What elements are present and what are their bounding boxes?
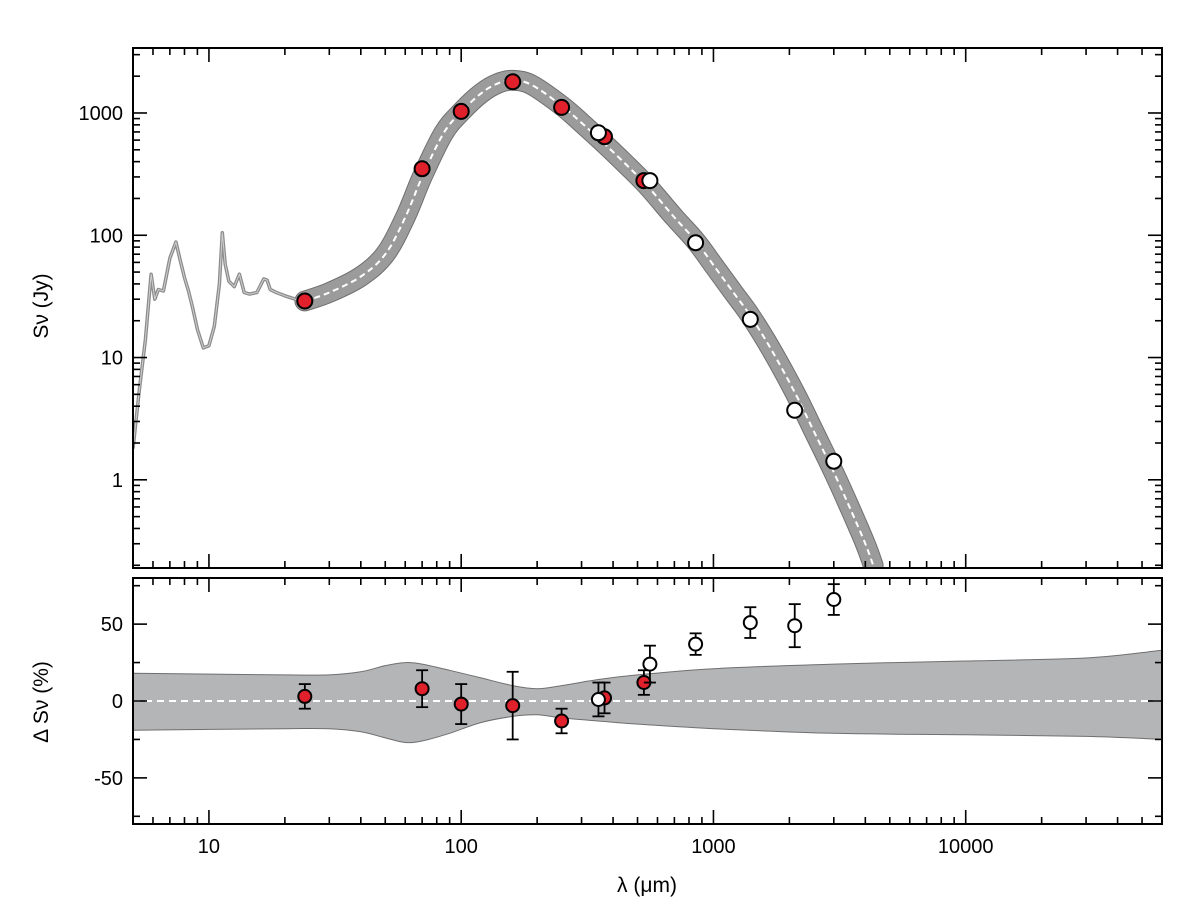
fitted-residual-point [297, 688, 313, 704]
y-tick-label: 0 [112, 691, 123, 713]
unfitted-residual-point [590, 692, 606, 707]
top-y-axis-label: Sν (Jy) [30, 273, 53, 338]
fitted-data-point [413, 160, 431, 178]
fitted-data-point [296, 292, 314, 310]
fitted-residual-point [414, 681, 430, 697]
residual-point-group [297, 683, 313, 710]
fitted-residual-point [453, 696, 469, 712]
unfitted-residual-point [742, 615, 758, 631]
residual-point-group [414, 669, 430, 709]
model-band [295, 70, 883, 568]
y-tick-label: 50 [101, 614, 123, 636]
unfitted-data-point [687, 234, 705, 252]
model-band-layer [294, 69, 884, 568]
fitted-data-point [452, 102, 470, 120]
fitted-residual-point [505, 698, 521, 714]
residual-point-group [742, 606, 758, 639]
residual-point-group [554, 707, 570, 735]
residual-point-group [636, 669, 652, 696]
residual-point-group [826, 583, 842, 616]
pah-spectrum-outer [133, 230, 306, 449]
unfitted-data-point [641, 172, 659, 190]
unfitted-residual-point [642, 656, 658, 672]
residual-point-group [453, 683, 469, 725]
top-points-layer [296, 73, 843, 470]
residual-point-group [590, 681, 606, 718]
x-tick-label: 100 [445, 836, 478, 858]
unfitted-data-point [589, 124, 607, 142]
bottom-axes-layer: 10 100 1000 10000 -50 0 50 [94, 577, 1163, 858]
unfitted-data-point [786, 401, 804, 419]
x-tick-label: 10000 [938, 836, 994, 858]
bottom-y-axis-label: Δ Sν (%) [30, 661, 53, 743]
unfitted-data-point [825, 452, 843, 470]
fitted-data-point [553, 98, 571, 116]
residual-point-group [787, 603, 803, 649]
spectrum-layer [133, 230, 306, 449]
y-tick-label: 10 [101, 348, 123, 370]
bottom-panel: 10 100 1000 10000 -50 0 50 Δ Sν (%) λ (μm) [30, 577, 1163, 897]
x-tick-label: 10 [198, 836, 220, 858]
top-axes-layer: 1 10 100 1000 [79, 47, 1163, 569]
fitted-residual-point [554, 713, 570, 729]
unfitted-residual-point [688, 636, 704, 652]
pah-spectrum-inner [133, 232, 305, 449]
best-fit-model-line [304, 79, 875, 566]
top-plot-frame [132, 47, 1163, 569]
uncertainty-band [133, 649, 1162, 744]
y-tick-label: 100 [90, 225, 123, 247]
unfitted-data-point [741, 310, 759, 328]
x-tick-label: 1000 [691, 836, 736, 858]
y-tick-label: 1000 [79, 103, 124, 125]
residual-point-group [688, 632, 704, 656]
fitted-data-point [504, 73, 522, 91]
residual-point-group [642, 644, 658, 684]
unfitted-residual-point [787, 618, 803, 634]
top-panel: 1 10 100 1000 Sν (Jy) [30, 47, 1163, 569]
model-band-outline [294, 69, 884, 568]
y-tick-label: -50 [94, 768, 123, 790]
unfitted-residual-point [826, 592, 842, 607]
bottom-points-layer [297, 583, 842, 741]
y-tick-label: 1 [112, 470, 123, 492]
x-axis-label: λ (μm) [617, 874, 677, 897]
residual-point-group [505, 670, 521, 741]
